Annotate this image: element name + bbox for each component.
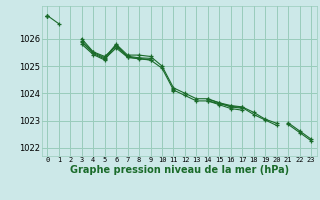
X-axis label: Graphe pression niveau de la mer (hPa): Graphe pression niveau de la mer (hPa): [70, 165, 289, 175]
